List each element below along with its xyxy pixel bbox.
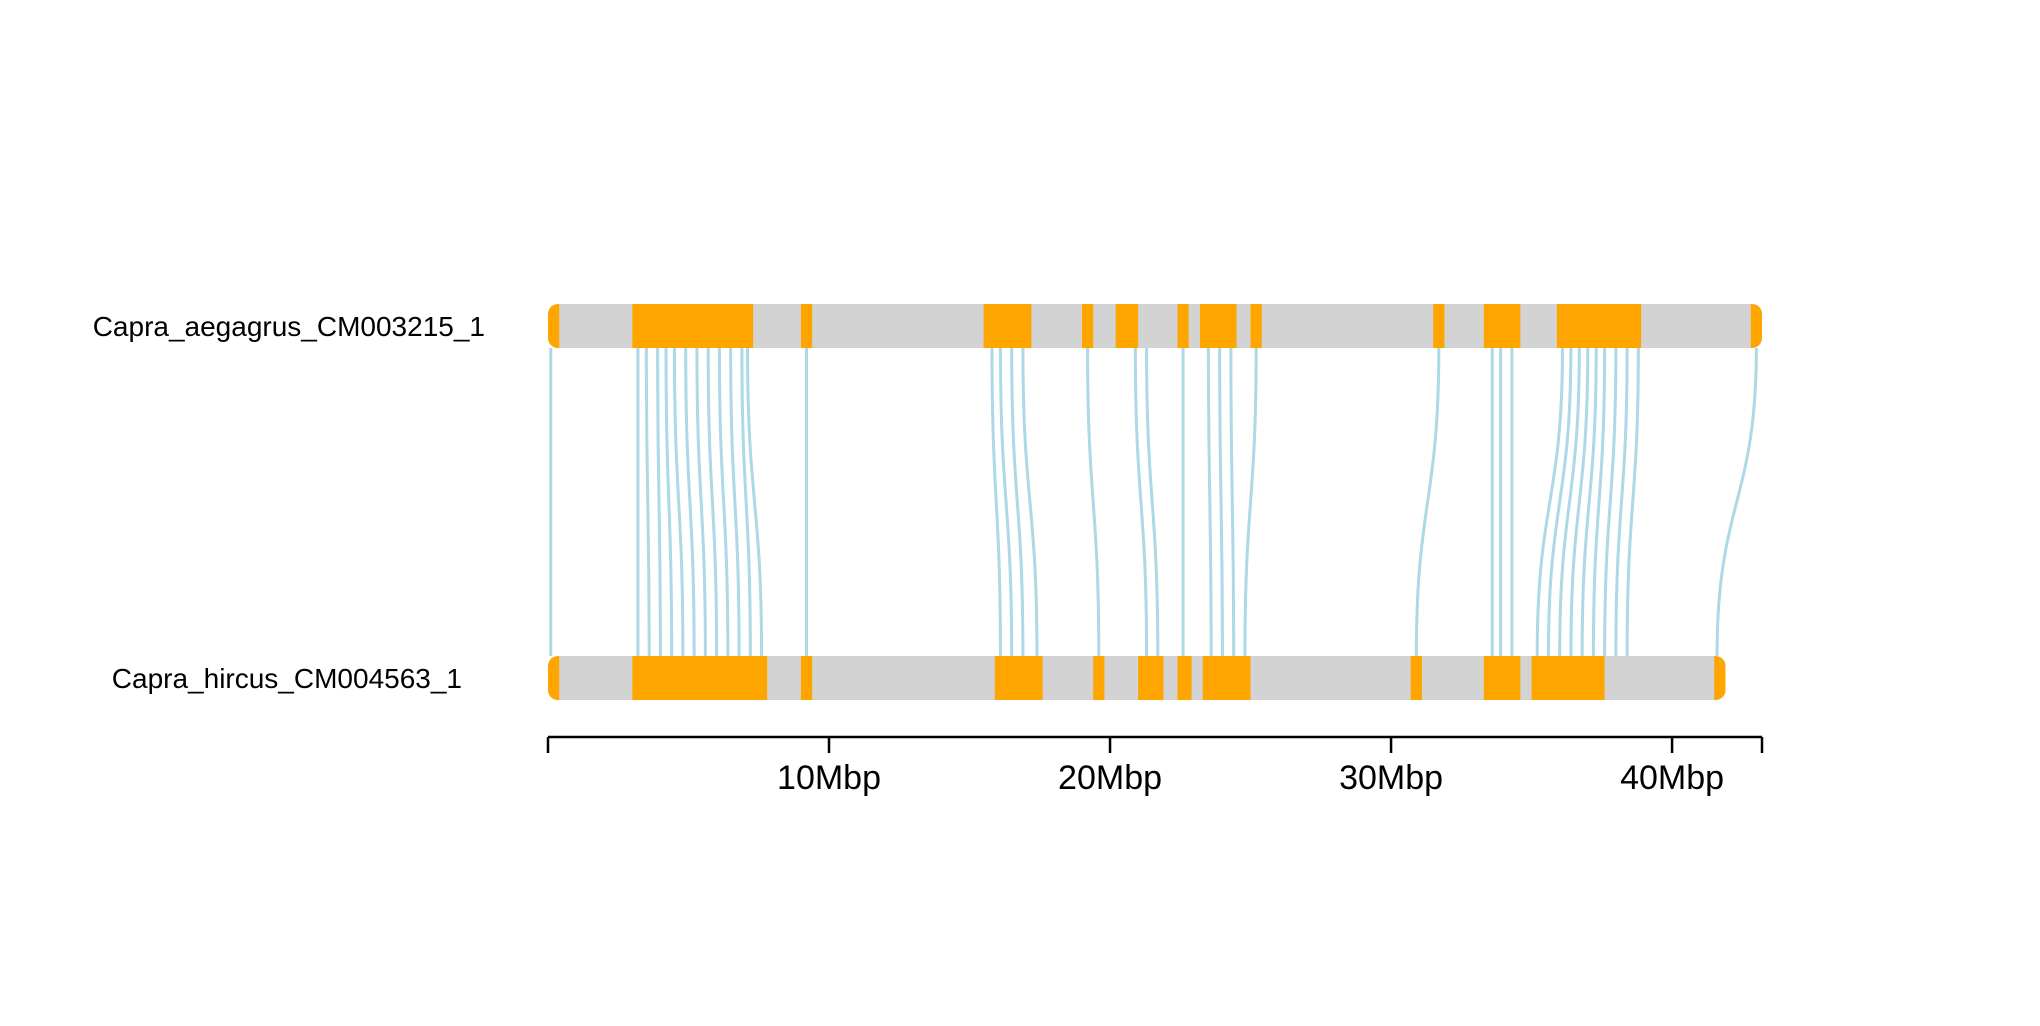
synteny-link-9 bbox=[706, 347, 719, 657]
synteny-link-17 bbox=[1010, 347, 1025, 657]
synteny-link-38 bbox=[1614, 347, 1629, 657]
synteny-link-36 bbox=[1591, 347, 1607, 657]
synteny-link-19 bbox=[1086, 347, 1101, 657]
syntenic-block-4 bbox=[994, 656, 1043, 700]
syntenic-block-10 bbox=[1483, 656, 1521, 700]
synteny-link-16 bbox=[998, 347, 1014, 657]
syntenic-block-11 bbox=[1531, 656, 1605, 700]
synteny-link-35 bbox=[1580, 347, 1598, 657]
synteny-link-40 bbox=[1715, 347, 1758, 657]
syntenic-block-12 bbox=[1714, 656, 1726, 700]
syntenic-block-13 bbox=[1750, 304, 1762, 348]
synteny-link-3 bbox=[644, 347, 651, 657]
syntenic-block-8 bbox=[1199, 304, 1237, 348]
syntenic-block-4 bbox=[983, 304, 1032, 348]
synteny-link-33 bbox=[1558, 347, 1581, 657]
synteny-link-21 bbox=[1145, 347, 1160, 657]
synteny-link-7 bbox=[684, 347, 696, 657]
synteny-link-11 bbox=[729, 347, 741, 657]
syntenic-block-1 bbox=[548, 304, 560, 348]
x-axis: 10Mbp 20Mbp 30Mbp 40Mbp bbox=[546, 735, 1764, 797]
syntenic-block-3 bbox=[800, 304, 813, 348]
syntenic-block-5 bbox=[1093, 656, 1105, 700]
synteny-link-10 bbox=[717, 347, 730, 657]
syntenic-block-12 bbox=[1556, 304, 1642, 348]
syntenic-block-6 bbox=[1138, 656, 1164, 700]
synteny-links bbox=[549, 347, 1758, 657]
tick-label-2: 20Mbp bbox=[1058, 759, 1162, 797]
chromosomes: Capra_aegagrus_CM003215_1 Capra_hircus_CM… bbox=[93, 304, 1762, 700]
syntenic-block-9 bbox=[1410, 656, 1422, 700]
syntenic-block-6 bbox=[1115, 304, 1139, 348]
tick-label-1: 10Mbp bbox=[777, 759, 881, 797]
synteny-link-34 bbox=[1569, 347, 1590, 657]
syntenic-block-3 bbox=[800, 656, 813, 700]
synteny-link-13 bbox=[746, 347, 764, 657]
syntenic-block-5 bbox=[1081, 304, 1094, 348]
synteny-link-8 bbox=[695, 347, 707, 657]
syntenic-block-11 bbox=[1483, 304, 1521, 348]
chromosome-1: Capra_aegagrus_CM003215_1 bbox=[93, 304, 1762, 348]
tick-label-4: 40Mbp bbox=[1620, 759, 1724, 797]
chromosome-label: Capra_aegagrus_CM003215_1 bbox=[93, 311, 485, 342]
synteny-link-31 bbox=[1535, 347, 1564, 657]
synteny-link-18 bbox=[1021, 347, 1039, 657]
synteny-link-12 bbox=[740, 347, 752, 657]
chromosome-label: Capra_hircus_CM004563_1 bbox=[112, 663, 462, 694]
synteny-link-25 bbox=[1229, 347, 1236, 657]
chromosome-2: Capra_hircus_CM004563_1 bbox=[112, 656, 1726, 700]
synteny-link-24 bbox=[1218, 347, 1224, 657]
syntenic-block-7 bbox=[1177, 656, 1192, 700]
synteny-link-39 bbox=[1625, 347, 1640, 657]
synteny-link-5 bbox=[664, 347, 674, 657]
synteny-link-27 bbox=[1414, 347, 1441, 657]
syntenic-block-10 bbox=[1433, 304, 1445, 348]
synteny-link-32 bbox=[1546, 347, 1573, 657]
syntenic-block-9 bbox=[1250, 304, 1262, 348]
synteny-link-15 bbox=[990, 347, 1002, 657]
syntenic-block-2 bbox=[632, 656, 768, 700]
syntenic-block-8 bbox=[1202, 656, 1251, 700]
synteny-link-20 bbox=[1133, 347, 1149, 657]
syntenic-block-2 bbox=[632, 304, 754, 348]
synteny-link-26 bbox=[1243, 347, 1258, 657]
synteny-link-23 bbox=[1206, 347, 1213, 657]
tick-label-3: 30Mbp bbox=[1339, 759, 1443, 797]
synteny-link-37 bbox=[1603, 347, 1618, 657]
syntenic-block-1 bbox=[548, 656, 560, 700]
syntenic-block-7 bbox=[1177, 304, 1189, 348]
synteny-link-6 bbox=[672, 347, 685, 657]
synteny-link-4 bbox=[656, 347, 662, 657]
